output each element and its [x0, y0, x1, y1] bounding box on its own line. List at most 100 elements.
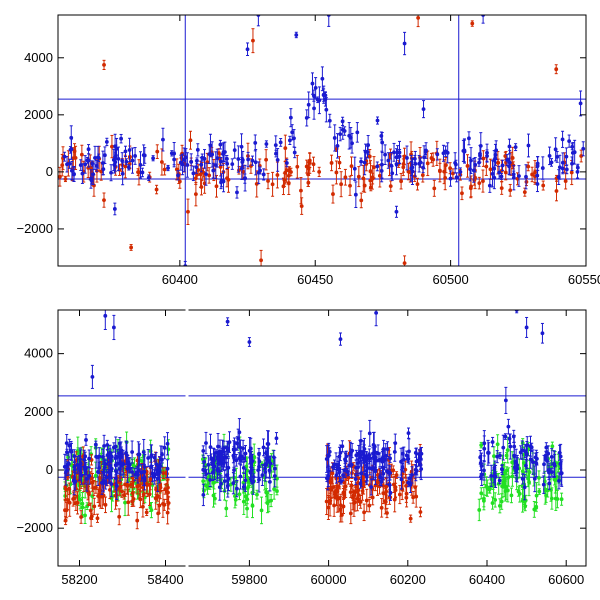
data-point	[69, 135, 74, 140]
data-point	[261, 445, 266, 450]
data-point	[401, 480, 405, 485]
data-point	[368, 169, 373, 174]
data-point	[339, 479, 343, 484]
data-point	[188, 138, 193, 143]
data-point	[332, 136, 337, 140]
data-point	[289, 170, 293, 174]
data-point	[93, 442, 98, 447]
data-point	[124, 159, 129, 164]
data-point	[155, 476, 160, 481]
data-point	[509, 493, 514, 498]
data-point	[410, 472, 414, 477]
data-point	[165, 441, 170, 446]
data-point	[567, 139, 572, 144]
data-point	[501, 474, 506, 479]
data-point	[142, 476, 147, 481]
data-point	[102, 153, 107, 158]
data-point	[104, 140, 109, 144]
data-point	[129, 245, 134, 250]
data-point	[155, 149, 160, 154]
data-point	[238, 474, 243, 479]
data-point	[558, 454, 563, 459]
data-point	[245, 47, 250, 52]
data-point	[141, 450, 146, 455]
data-point	[341, 473, 345, 478]
data-point	[549, 160, 554, 165]
data-point	[113, 144, 118, 149]
data-point	[203, 469, 208, 473]
data-point	[105, 443, 110, 447]
data-point	[189, 160, 194, 164]
data-point	[419, 467, 424, 471]
data-point	[425, 161, 430, 166]
data-point	[64, 441, 69, 446]
data-point	[554, 189, 559, 193]
data-point	[564, 167, 569, 172]
data-point	[218, 159, 223, 164]
data-point	[381, 471, 386, 476]
data-point	[151, 156, 156, 161]
data-point	[507, 144, 512, 149]
data-point	[176, 173, 180, 178]
data-point	[233, 497, 238, 502]
data-point	[412, 156, 417, 161]
data-point	[458, 169, 463, 174]
data-point	[533, 455, 538, 460]
data-point	[60, 163, 65, 168]
data-point	[275, 158, 280, 162]
data-point	[537, 489, 542, 494]
data-point	[211, 493, 216, 498]
data-point	[499, 467, 504, 471]
data-point	[243, 494, 248, 499]
data-point	[89, 476, 94, 481]
data-point	[399, 459, 403, 464]
data-point	[246, 484, 251, 489]
data-point	[206, 462, 211, 467]
data-point	[511, 175, 516, 180]
data-point	[512, 444, 517, 449]
data-point	[97, 492, 102, 497]
data-point	[208, 478, 212, 482]
data-point	[392, 497, 397, 502]
data-point	[93, 155, 97, 160]
data-point	[72, 496, 77, 501]
data-point	[324, 499, 329, 504]
y-tick-label: 2000	[24, 107, 53, 122]
data-point	[513, 145, 518, 150]
data-point	[283, 146, 288, 151]
data-point	[292, 136, 296, 141]
data-point	[380, 140, 385, 145]
data-point	[126, 500, 131, 505]
data-point	[537, 476, 541, 480]
data-point	[207, 152, 212, 157]
data-point	[67, 161, 72, 166]
data-point	[343, 175, 348, 180]
data-point	[218, 142, 223, 147]
data-point	[87, 492, 91, 497]
y-tick-label: 4000	[24, 50, 53, 65]
data-point	[353, 192, 358, 197]
data-point	[290, 130, 295, 135]
data-point	[484, 484, 489, 489]
data-point	[394, 209, 399, 214]
data-point	[146, 175, 151, 180]
data-point	[497, 503, 502, 508]
data-point	[112, 163, 117, 167]
data-point	[261, 172, 266, 177]
data-point	[340, 127, 345, 132]
data-point	[532, 507, 537, 512]
data-point	[488, 486, 492, 491]
data-point	[256, 170, 261, 175]
data-point	[453, 160, 458, 165]
data-point	[62, 154, 67, 159]
data-point	[510, 156, 515, 160]
data-point	[130, 491, 135, 496]
data-point	[250, 503, 255, 508]
data-point	[226, 177, 231, 182]
data-point	[501, 445, 506, 450]
data-point	[222, 479, 227, 484]
data-point	[470, 21, 475, 26]
data-point	[295, 164, 300, 169]
data-point	[362, 160, 367, 165]
